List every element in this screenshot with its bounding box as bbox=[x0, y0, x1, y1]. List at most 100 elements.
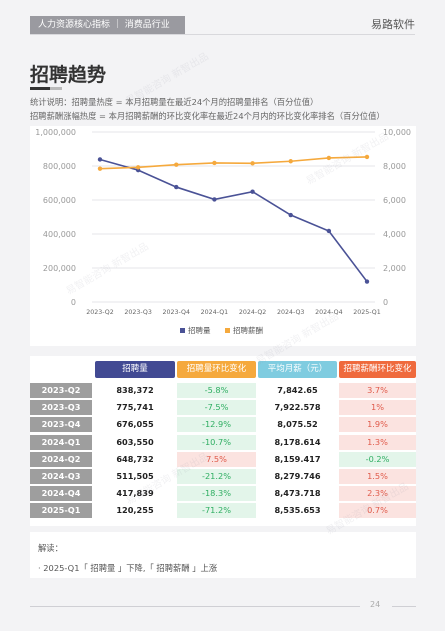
salary-cell: 8,535.653 bbox=[258, 503, 337, 519]
data-point bbox=[326, 228, 332, 234]
y-left-tick-label: 600,000 bbox=[43, 196, 76, 205]
description-line-2: 招聘薪酬涨幅热度 = 本月招聘薪酬的环比变化率在最近24个月内的环比变化率排名（… bbox=[30, 111, 385, 121]
salary-change-cell: 1.3% bbox=[339, 434, 416, 450]
salary-change-cell: 1.5% bbox=[339, 469, 416, 484]
trend-chart-card: 1,000,000 10,000 800,000 8,000 600,000 6,000 4… bbox=[30, 126, 416, 346]
salary-change-cell: 0.7% bbox=[339, 503, 416, 519]
table-row: 2024-Q1 603,550 -10.7% 8,178.614 1.3% bbox=[30, 434, 416, 451]
volume-cell: 120,255 bbox=[95, 503, 175, 519]
header-salary-change: 招聘薪酬环比变化 bbox=[339, 361, 416, 378]
row-label: 2025-Q1 bbox=[30, 503, 92, 519]
y-right-tick-label: 4,000 bbox=[383, 230, 406, 239]
salary-cell: 8,159.417 bbox=[258, 451, 337, 467]
row-label: 2024-Q1 bbox=[30, 434, 92, 450]
salary-change-cell: 2.3% bbox=[339, 486, 416, 502]
volume-cell: 648,732 bbox=[95, 451, 175, 467]
volume-cell: 417,839 bbox=[95, 486, 175, 502]
header-divider bbox=[30, 34, 415, 35]
header-salary: 平均月薪（元） bbox=[258, 361, 337, 378]
page-title: 招聘趋势 bbox=[30, 64, 107, 86]
volume-cell: 603,550 bbox=[95, 434, 175, 450]
data-point bbox=[326, 155, 332, 161]
volume-change-cell: -5.8% bbox=[177, 383, 256, 398]
data-point bbox=[97, 157, 103, 162]
data-point bbox=[135, 165, 141, 170]
legend-swatch bbox=[180, 328, 185, 333]
description-line-1: 统计说明：招聘量热度 = 本月招聘量在最近24个月的招聘量排名（百分位值） bbox=[30, 97, 319, 107]
salary-cell: 8,075.52 bbox=[258, 417, 337, 433]
series-line bbox=[99, 158, 368, 283]
legend-label: 招聘量 bbox=[188, 325, 211, 335]
table-row: 2023-Q3 775,741 -7.5% 7,922.578 1% bbox=[30, 400, 416, 416]
data-point bbox=[174, 162, 179, 167]
commentary-text: · 2025-Q1「 招聘量 」下降,「 招聘薪酬 」上涨 bbox=[38, 563, 218, 573]
title-underline bbox=[30, 87, 50, 90]
table-row: 2024-Q2 648,732 7.5% 8,159.417 -0.2% bbox=[30, 451, 416, 468]
data-point bbox=[364, 154, 370, 160]
data-point bbox=[288, 212, 293, 218]
data-point bbox=[174, 184, 179, 190]
y-left-tick-label: 0 bbox=[71, 298, 76, 307]
y-left-tick-label: 1,000,000 bbox=[35, 128, 76, 137]
salary-cell: 8,279.746 bbox=[258, 469, 337, 484]
x-tick-label: 2023-Q2 bbox=[86, 309, 114, 316]
salary-cell: 8,178.614 bbox=[258, 434, 337, 450]
row-label: 2023-Q2 bbox=[30, 383, 92, 398]
volume-change-cell: -71.2% bbox=[177, 503, 256, 519]
header-volume-change: 招聘量环比变化 bbox=[177, 361, 256, 378]
y-right-tick-label: 2,000 bbox=[383, 264, 406, 273]
data-point bbox=[364, 279, 370, 284]
volume-cell: 676,055 bbox=[95, 417, 175, 433]
salary-change-cell: 3.7% bbox=[339, 383, 416, 398]
data-point bbox=[97, 166, 103, 171]
commentary-title: 解读： bbox=[38, 543, 63, 553]
page-number: 24 bbox=[370, 600, 381, 609]
data-point bbox=[250, 189, 255, 194]
volume-change-cell: -21.2% bbox=[177, 469, 256, 484]
y-right-tick-label: 6,000 bbox=[383, 196, 406, 205]
footer-divider-end bbox=[392, 606, 416, 607]
footer-divider bbox=[30, 606, 360, 607]
breadcrumb: 人力资源核心指标 ｜ 消费品行业 bbox=[30, 16, 185, 34]
volume-cell: 511,505 bbox=[95, 469, 175, 484]
series-line bbox=[99, 156, 368, 170]
y-left-tick-label: 200,000 bbox=[43, 264, 76, 273]
row-label: 2023-Q4 bbox=[30, 417, 92, 433]
table-row: 2023-Q4 676,055 -12.9% 8,075.52 1.9% bbox=[30, 417, 416, 433]
salary-cell: 7,922.578 bbox=[258, 400, 337, 416]
legend-label: 招聘薪酬 bbox=[233, 325, 263, 335]
brand-name: 易路软件 bbox=[371, 18, 415, 31]
commentary-box: 解读： · 2025-Q1「 招聘量 」下降,「 招聘薪酬 」上涨 bbox=[30, 532, 416, 578]
header-volume: 招聘量 bbox=[95, 361, 175, 378]
volume-change-cell: -10.7% bbox=[177, 434, 256, 450]
row-label: 2024-Q4 bbox=[30, 486, 92, 502]
data-point bbox=[212, 160, 217, 166]
x-tick-label: 2025-Q1 bbox=[353, 309, 381, 316]
salary-change-cell: 1.9% bbox=[339, 417, 416, 433]
salary-cell: 8,473.718 bbox=[258, 486, 337, 502]
data-point bbox=[250, 161, 255, 166]
x-tick-label: 2024-Q2 bbox=[239, 309, 266, 316]
y-right-tick-label: 10,000 bbox=[383, 128, 411, 137]
volume-change-cell: -18.3% bbox=[177, 486, 256, 502]
x-tick-label: 2024-Q1 bbox=[201, 309, 229, 316]
row-label: 2024-Q3 bbox=[30, 469, 92, 484]
volume-change-cell: -12.9% bbox=[177, 417, 256, 433]
salary-change-cell: -0.2% bbox=[339, 451, 416, 467]
volume-cell: 838,372 bbox=[95, 383, 175, 398]
data-table: 招聘量 招聘量环比变化 平均月薪（元） 招聘薪酬环比变化 2023-Q2 838,… bbox=[30, 356, 416, 526]
volume-cell: 775,741 bbox=[95, 400, 175, 416]
legend-swatch bbox=[225, 328, 230, 333]
x-tick-label: 2024-Q3 bbox=[277, 309, 305, 316]
table-row: 2025-Q1 120,255 -71.2% 8,535.653 0.7% bbox=[30, 503, 416, 519]
row-label: 2024-Q2 bbox=[30, 451, 92, 467]
table-row: 2023-Q2 838,372 -5.8% 7,842.65 3.7% bbox=[30, 383, 416, 399]
data-point bbox=[212, 197, 217, 202]
trend-chart: 1,000,000 10,000 800,000 8,000 600,000 6,000 4… bbox=[35, 128, 411, 335]
x-tick-label: 2024-Q4 bbox=[315, 309, 343, 316]
table-row: 2024-Q3 511,505 -21.2% 8,279.746 1.5% bbox=[30, 469, 416, 485]
volume-change-cell: 7.5% bbox=[177, 451, 256, 467]
title-underline-accent bbox=[50, 87, 62, 90]
y-left-tick-label: 400,000 bbox=[43, 230, 76, 239]
row-label: 2023-Q3 bbox=[30, 400, 92, 416]
